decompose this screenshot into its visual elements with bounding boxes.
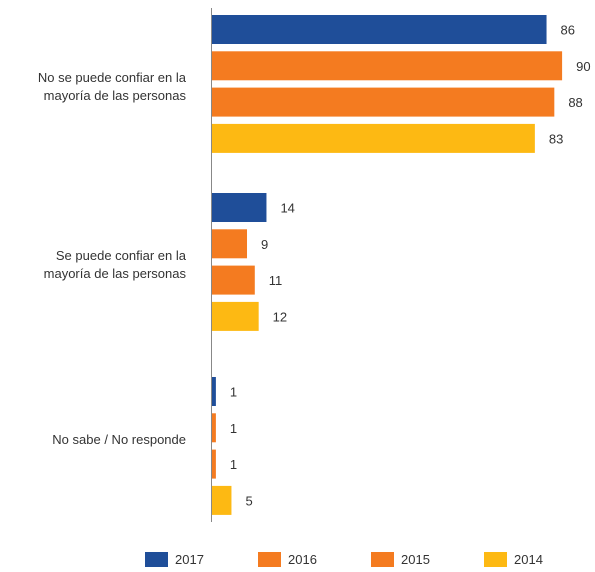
bar-2015-cat2 (212, 265, 255, 295)
value-label-2016-cat2: 9 (261, 237, 268, 252)
bar-2014-cat3 (212, 485, 232, 515)
legend-swatch (484, 552, 507, 567)
legend-label: 2016 (288, 552, 317, 567)
bar-2017-cat1 (212, 15, 547, 44)
value-label-2014-cat3: 5 (245, 493, 252, 508)
value-label-2014-cat2: 12 (273, 309, 287, 324)
bar-2016-cat3 (212, 413, 216, 443)
legend-swatch (258, 552, 281, 567)
value-label-2017-cat1: 86 (561, 23, 575, 38)
bar-2015-cat3 (212, 449, 216, 479)
bar-2015-cat1 (212, 87, 555, 117)
value-label-2014-cat1: 83 (549, 131, 563, 146)
category-label: No se puede confiar en la mayoría de las… (37, 70, 186, 103)
value-label-2016-cat3: 1 (230, 421, 237, 436)
legend-swatch (371, 552, 394, 567)
category-label: Se puede confiar en la mayoría de las pe… (43, 248, 186, 281)
value-label-2016-cat1: 90 (576, 59, 590, 74)
bar-2014-cat1 (212, 123, 535, 153)
legend: 2017 2016 2015 2014 (0, 548, 595, 572)
legend-label: 2015 (401, 552, 430, 567)
legend-swatch (145, 552, 168, 567)
value-label-2017-cat3: 1 (230, 385, 237, 400)
bar-2014-cat2 (212, 301, 259, 331)
bar-2016-cat1 (212, 51, 563, 81)
category-label: No sabe / No responde (52, 432, 186, 447)
bar-2017-cat2 (212, 193, 267, 222)
legend-label: 2017 (175, 552, 204, 567)
bar-2017-cat3 (212, 377, 216, 406)
value-label-2015-cat1: 88 (568, 95, 582, 110)
bars-group (212, 15, 563, 515)
value-label-2017-cat2: 14 (280, 201, 294, 216)
legend-label: 2014 (514, 552, 543, 567)
value-label-2015-cat3: 1 (230, 457, 237, 472)
value-label-2015-cat2: 11 (269, 273, 283, 288)
bar-2016-cat2 (212, 229, 248, 259)
